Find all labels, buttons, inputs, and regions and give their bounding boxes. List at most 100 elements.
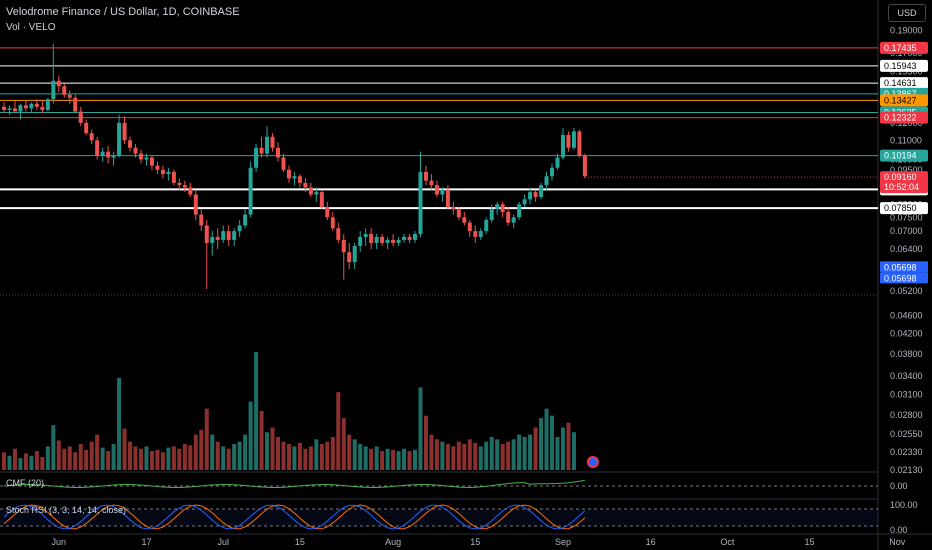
time-tick-label: Sep [555,537,571,547]
candle-body [117,122,122,156]
volume-bar [62,448,67,470]
candle-body [314,192,319,195]
volume-bar [418,387,423,470]
volume-bar [2,452,6,470]
candle-body [396,239,401,243]
candle-body [171,171,176,183]
volume-bar [265,432,270,470]
volume-bar [160,452,165,470]
volume-bar [232,444,237,470]
time-axis[interactable]: Jun17Jul15Aug15Sep16Oct15Nov15Dec [52,537,932,547]
volume-bar [204,408,209,470]
stoch-rsi-lower-label: 0.00 [890,525,908,535]
candle-body [347,252,352,263]
stoch-rsi-d-line [3,504,586,530]
candle-body [188,187,193,195]
volume-bar [352,439,357,470]
volume-bar [522,436,527,470]
volume-bar [467,439,472,470]
candle-body [456,209,461,218]
volume-bar [193,434,198,470]
currency-button[interactable]: USD [888,4,926,22]
candle-body [489,209,494,220]
volume-bar [319,444,324,470]
volume-bar [292,446,297,470]
price-tick-label: 0.02130 [890,465,923,475]
volume-bar [40,457,45,470]
candle-body [182,185,187,188]
volume-bar [533,427,538,470]
candle-body [374,236,379,243]
candle-body [462,217,467,223]
candle-body [23,105,28,109]
candle-body [303,182,308,188]
volume-bar [407,451,412,470]
candle-body [341,239,346,253]
time-tick-label: Aug [385,537,401,547]
volume-bar [122,428,127,470]
level-price-tag-bg [880,202,928,215]
volume-bar [391,449,396,470]
candle-body [40,106,45,110]
candle-body [160,169,165,175]
price-tick-label: 0.04200 [890,329,923,339]
level-price-tag-bg [880,77,928,90]
volume-bar [308,446,313,470]
candle-body [511,217,516,223]
candle-body [270,136,275,148]
volume-bar [374,446,379,470]
volume-bar [325,441,330,470]
cmf-label: CMF (20) [6,478,44,488]
price-tick-label: 0.03100 [890,390,923,400]
candle-body [111,155,116,158]
last-price-tag-bg [880,171,928,194]
candle-body [582,155,587,177]
volume-bar [78,444,83,470]
volume-bar [171,446,176,470]
candle-body [506,211,511,223]
candle-body [34,103,39,107]
volume-bar [566,422,571,470]
candle-body [243,214,248,226]
stoch-rsi-band [0,509,878,526]
volume-bar [133,446,138,470]
volume-bar [51,425,56,470]
volume-bar [67,446,72,470]
candle-body [297,176,302,183]
volume-label: Vol · VELO [6,22,56,33]
volume-bar [248,401,253,470]
candle-body [204,225,209,243]
price-tick-label: 0.04600 [890,310,923,320]
volume-bar [484,441,489,470]
volume-bar [243,434,248,470]
candle-body [495,204,500,210]
volume-bar [84,449,89,470]
candle-body [391,239,396,243]
volume-bar [500,444,505,470]
candle-body [259,147,264,154]
level-price-tag: 0.10194 [884,151,917,161]
volume-bar [89,441,94,470]
stoch-rsi-pane [0,504,878,530]
volume-bar [396,451,401,470]
candle-body [440,189,445,195]
candle-body [319,192,324,207]
time-tick-label: 17 [141,537,151,547]
candle-body [215,236,220,240]
volume-bar [560,427,565,470]
event-marker-icon [586,456,599,468]
blue-price-tag-bg [880,272,928,284]
volume-bar [402,448,407,470]
volume-bar [489,436,494,470]
candle-body [254,147,259,168]
blue-price-tag: 0.05698 [884,262,917,272]
candle-body [106,151,111,158]
candle-body [67,94,72,98]
level-price-tag: 0.13427 [884,95,917,105]
candle-body [571,131,576,148]
candle-body [84,122,89,134]
price-tick-label: 0.03800 [890,349,923,359]
volume-bar [111,444,116,470]
candle-body [407,236,412,240]
